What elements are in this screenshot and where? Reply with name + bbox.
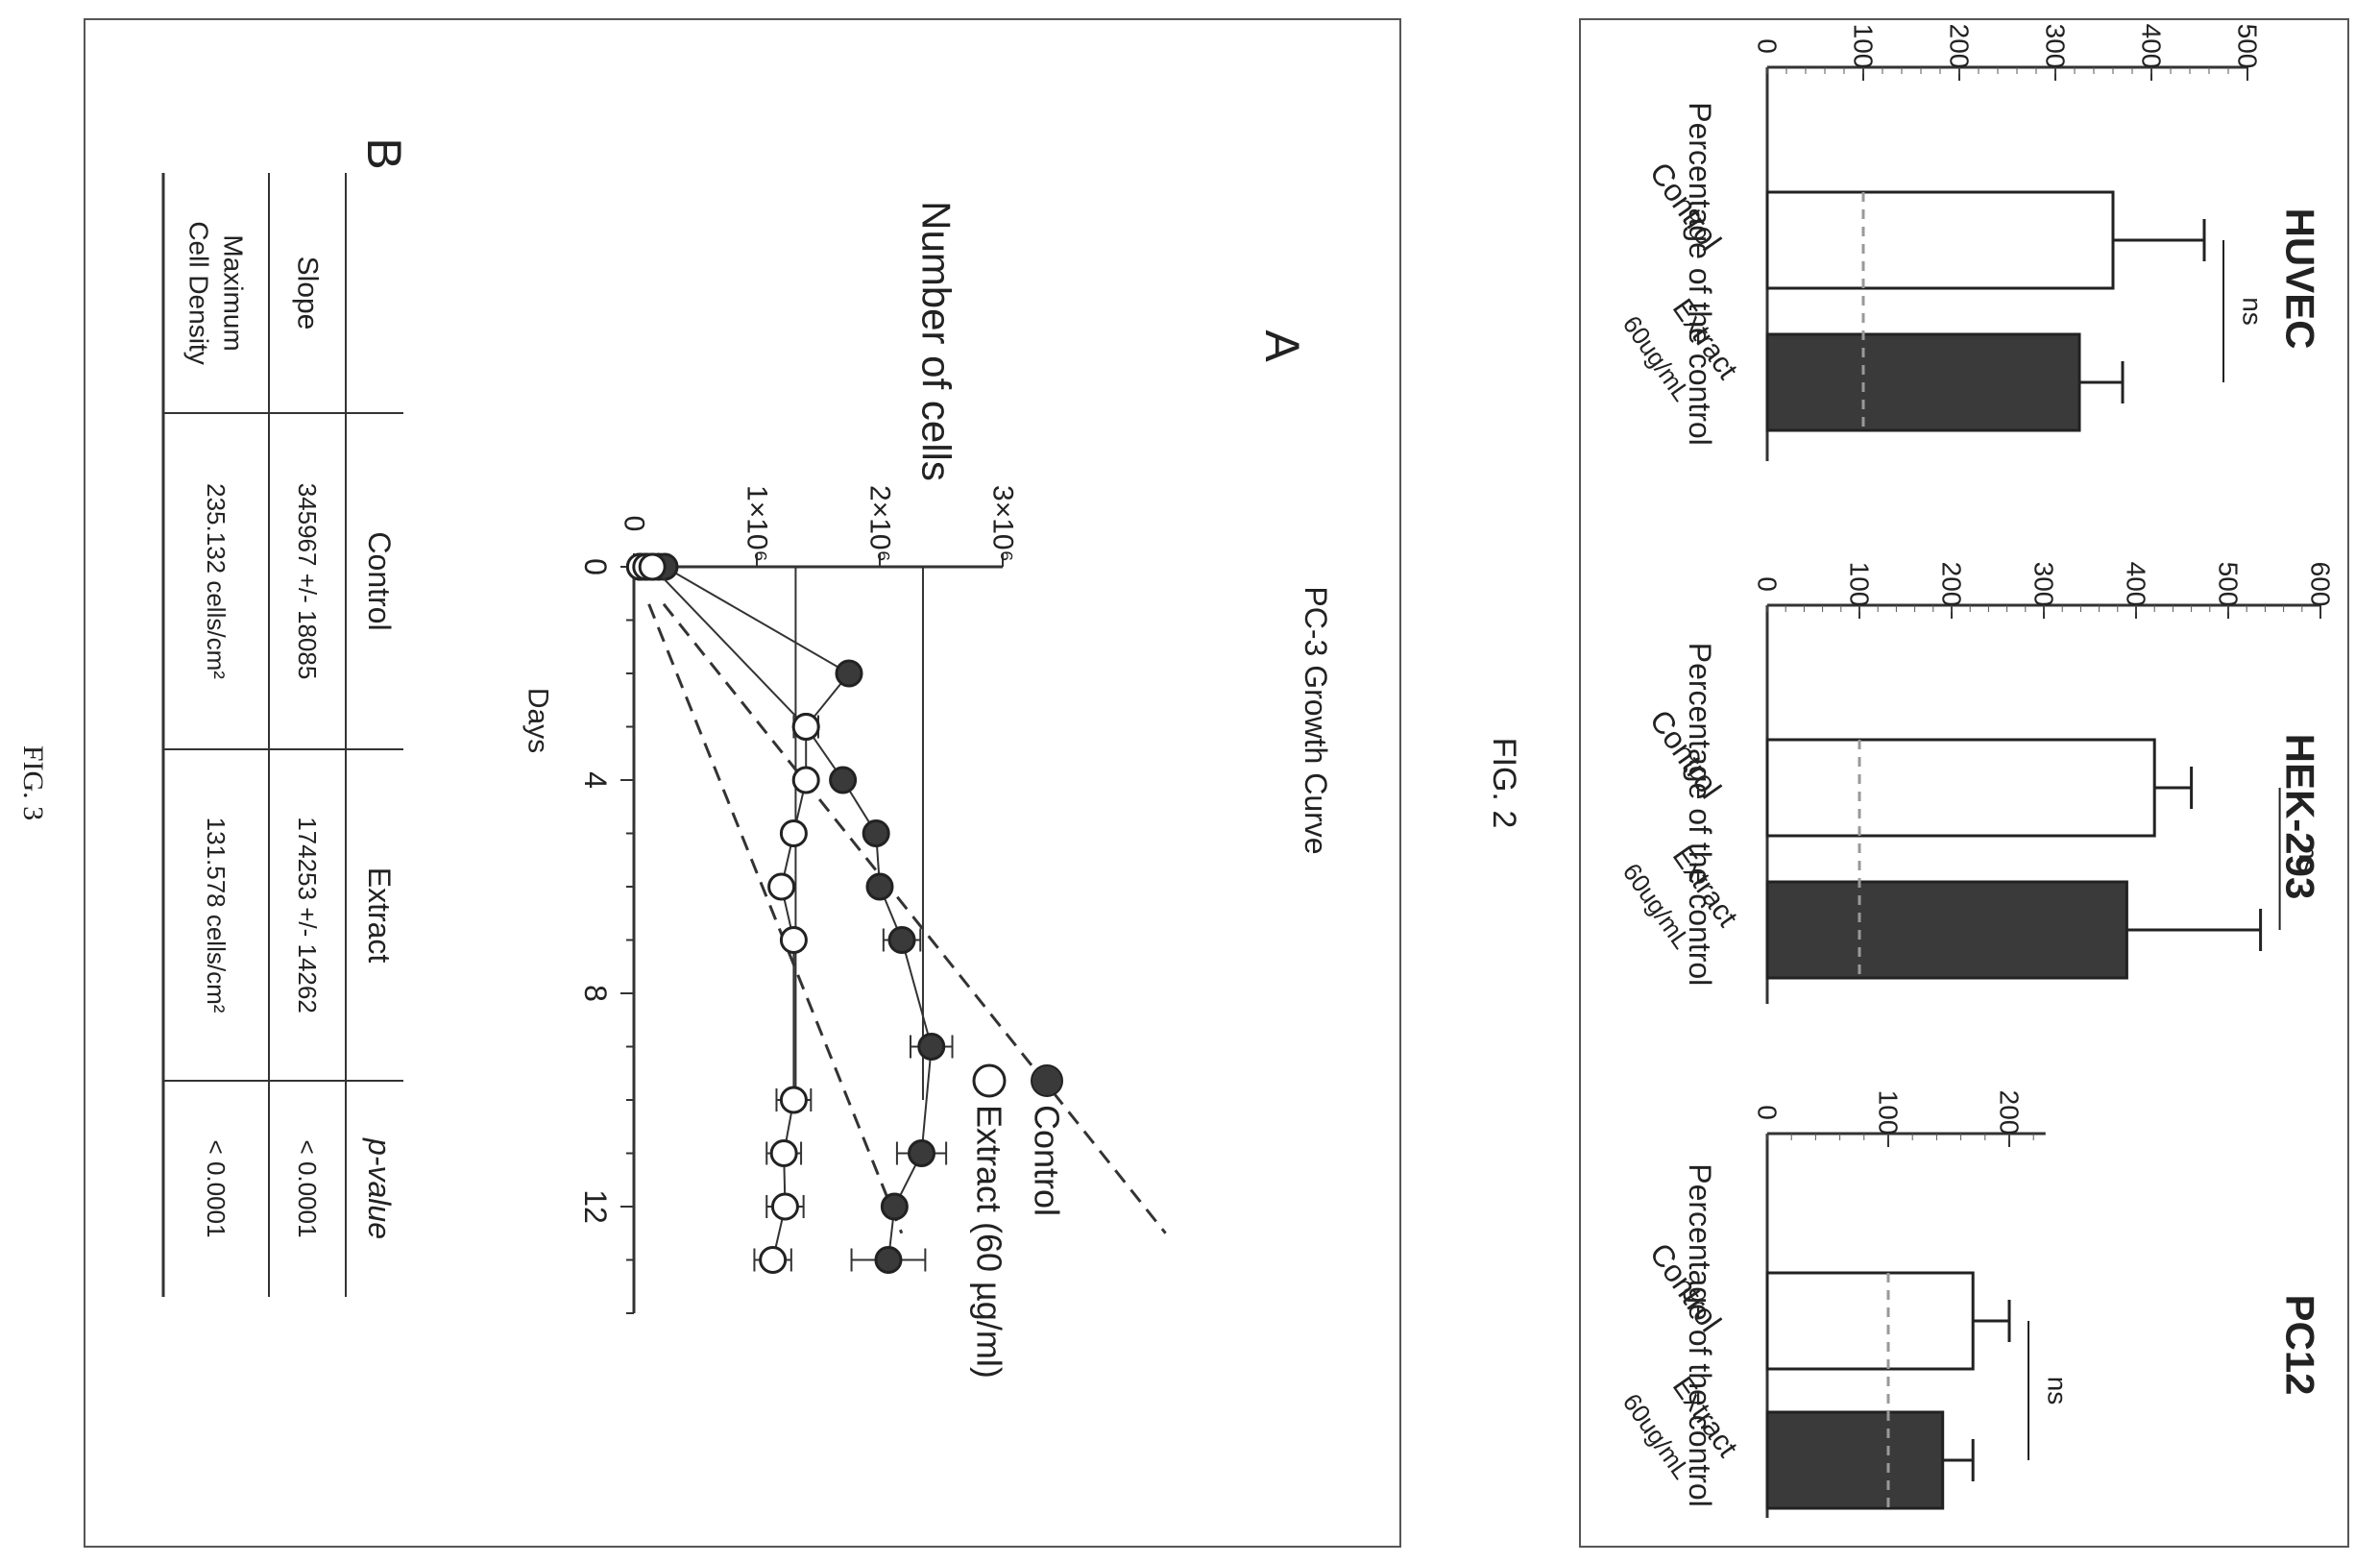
- point-extract: [769, 1139, 798, 1167]
- point-control: [880, 1192, 909, 1221]
- value-tick-label: 400: [2122, 562, 2151, 607]
- table-header: Extract: [362, 867, 397, 964]
- legend-marker-control: [1031, 1064, 1063, 1097]
- pc3-growth-table-panel: B Control Extract p-value Slope 345967 +/- 18…: [161, 137, 411, 1297]
- growth-day-tick-label: 8: [578, 985, 613, 1002]
- value-tick-label: 100: [1874, 1090, 1904, 1136]
- value-axis-label: Percentage of the control: [1683, 102, 1717, 446]
- chart-title: HEK-293: [2278, 734, 2323, 900]
- chart-title: HUVEC: [2278, 208, 2323, 349]
- table-cell: 131.578 cells/cm²: [202, 818, 231, 1014]
- bar-control: [1765, 190, 2115, 290]
- value-tick-label: 500: [2214, 562, 2244, 607]
- point-extract: [791, 713, 820, 741]
- significance-label: ns: [2043, 1377, 2073, 1405]
- point-control: [865, 872, 894, 901]
- point-control: [908, 1139, 936, 1167]
- growth-chart-title: PC-3 Growth Curve: [1299, 586, 1333, 854]
- point-extract: [638, 552, 667, 581]
- bar-control: [1765, 738, 2156, 838]
- growth-x-axis-label: Days: [522, 688, 554, 753]
- fig3-frame: [84, 18, 1401, 1548]
- point-control: [862, 819, 890, 847]
- chart-title: PC12: [2278, 1294, 2323, 1395]
- bar-extract: [1765, 332, 2081, 432]
- table-cell: 235.132 cells/cm²: [202, 483, 231, 679]
- pc3-growth-curve-panel: A PC-3 Growth Curve Days Number of cells 0 1×…: [522, 201, 1334, 1379]
- value-axis-label: Percentage of the control: [1683, 1163, 1717, 1507]
- significance-label: ns: [2238, 297, 2268, 326]
- value-tick-label: 0: [1753, 38, 1783, 54]
- value-tick-label: 100: [1845, 562, 1875, 607]
- growth-day-tick-label: 0: [578, 558, 613, 575]
- point-extract: [770, 1192, 799, 1221]
- point-control: [829, 766, 858, 794]
- value-tick-label: 400: [2137, 24, 2167, 69]
- table-row-label: Slope: [292, 256, 324, 330]
- bar-control: [1765, 1271, 1975, 1371]
- table-cell: < 0.0001: [202, 1140, 231, 1238]
- legend-label-control: Control: [1028, 1105, 1067, 1216]
- table-cell: 174253 +/- 14262: [293, 817, 322, 1014]
- point-extract: [779, 819, 808, 847]
- point-control: [874, 1246, 903, 1274]
- point-control: [835, 659, 863, 688]
- fit-line: [647, 603, 904, 1234]
- fig3-label: FIG. 3: [17, 745, 49, 820]
- table-header: p-value: [362, 1137, 397, 1239]
- fit-line: [662, 602, 1167, 1234]
- point-control: [917, 1033, 946, 1061]
- growth-value-tick-label: 3×10⁶: [987, 485, 1019, 562]
- point-extract: [779, 926, 808, 954]
- point-extract: [779, 1086, 808, 1114]
- growth-day-tick-label: 12: [578, 1189, 613, 1224]
- table-cell: 345967 +/- 18085: [293, 483, 322, 680]
- bar-extract: [1765, 880, 2128, 980]
- value-tick-label: 500: [2233, 24, 2263, 69]
- fig2-frame: [1579, 18, 2349, 1548]
- value-axis-label: Percentage of the control: [1683, 643, 1717, 987]
- value-tick-label: 300: [2029, 562, 2059, 607]
- growth-day-tick-label: 4: [578, 771, 613, 789]
- value-tick-label: 100: [1849, 24, 1879, 69]
- point-control: [887, 926, 916, 954]
- table-row-label: Maximum: [219, 234, 249, 351]
- growth-value-tick-label: 2×10⁶: [864, 485, 896, 562]
- value-tick-label: 200: [1937, 562, 1967, 607]
- table-header: Control: [362, 531, 397, 630]
- point-extract: [759, 1246, 788, 1274]
- point-extract: [791, 766, 820, 794]
- value-tick-label: 0: [1753, 1105, 1783, 1120]
- value-tick-label: 200: [1995, 1090, 2025, 1136]
- table-cell: < 0.0001: [293, 1140, 322, 1238]
- significance-label: ns: [2294, 844, 2323, 873]
- fig2-label: FIG. 2: [1486, 738, 1522, 828]
- growth-value-tick-label: 1×10⁶: [741, 485, 773, 562]
- legend-label-extract: Extract (60 µg/ml): [970, 1105, 1009, 1379]
- growth-y-axis-label: Number of cells: [914, 201, 959, 481]
- legend-marker-extract: [972, 1063, 1007, 1098]
- value-tick-label: 300: [2041, 24, 2071, 69]
- value-tick-label: 600: [2306, 562, 2336, 607]
- panel-b-label: B: [357, 137, 411, 169]
- point-extract: [767, 872, 796, 901]
- table-row-label: Cell Density: [184, 221, 214, 364]
- bar-extract: [1765, 1410, 1945, 1510]
- panel-a-label: A: [1255, 330, 1309, 362]
- growth-value-tick-label: 0: [619, 516, 650, 532]
- value-tick-label: 200: [1945, 24, 1975, 69]
- value-tick-label: 0: [1753, 576, 1783, 592]
